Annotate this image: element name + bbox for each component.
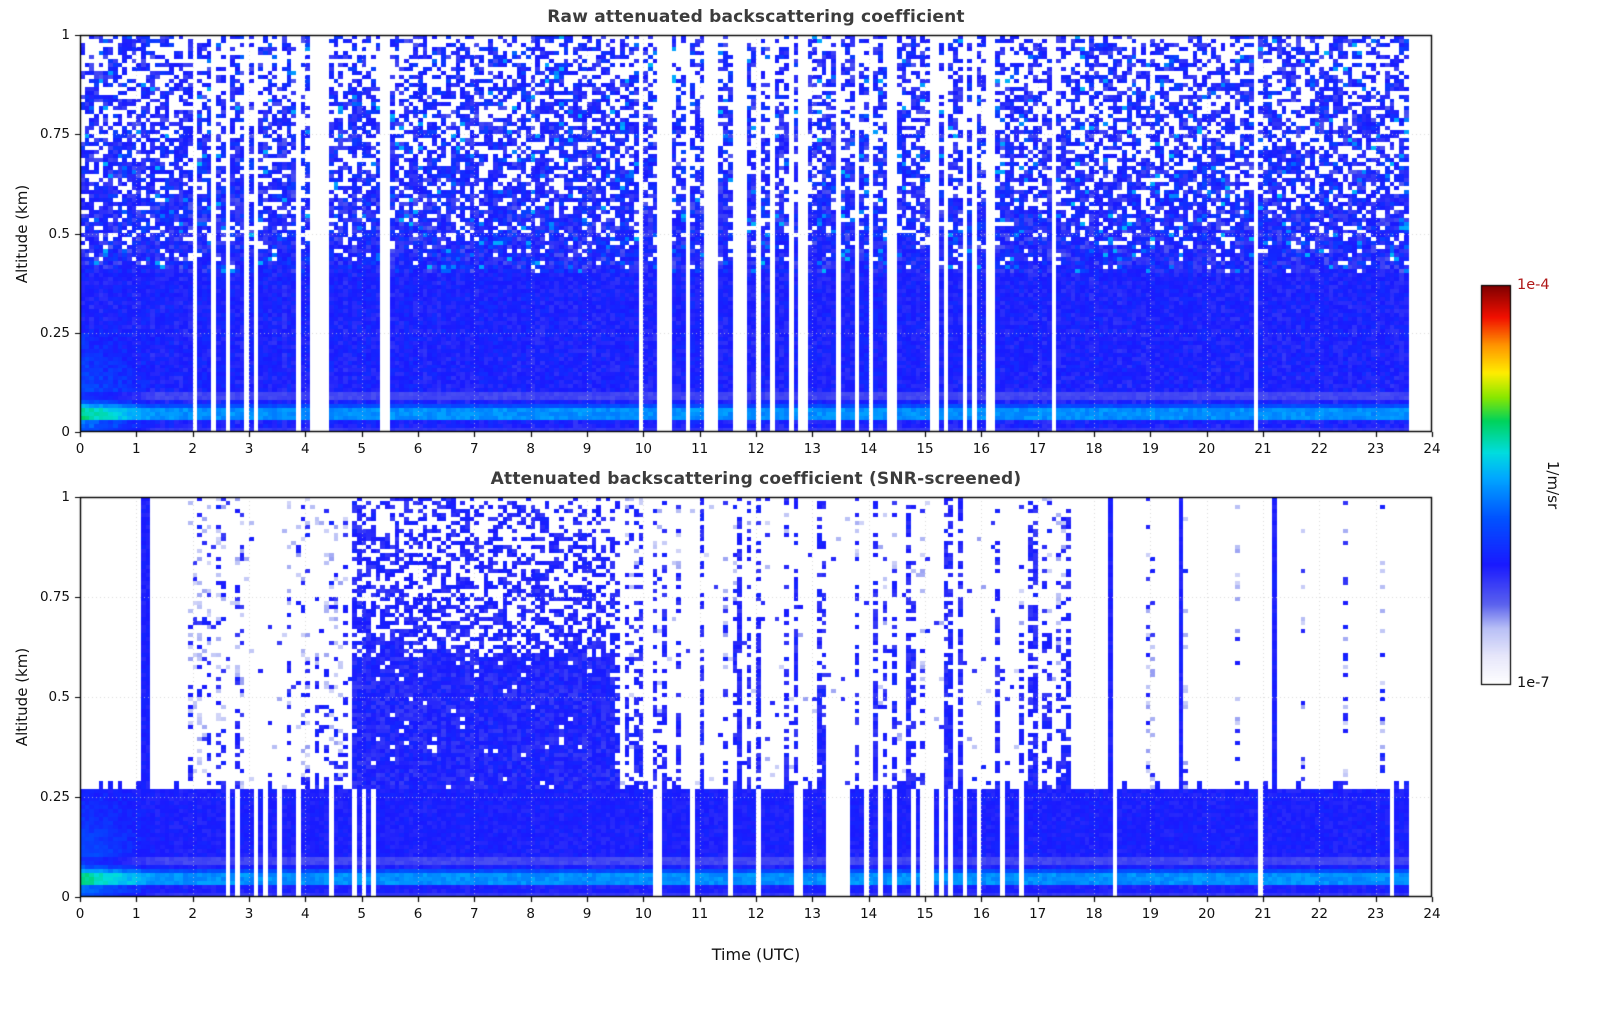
x-tick-label: 2 (188, 441, 197, 457)
x-tick-label: 18 (1085, 906, 1103, 922)
x-tick-label: 9 (582, 906, 592, 922)
screened-heatmap-canvas (72, 489, 1440, 905)
colorbar-canvas (1473, 277, 1519, 693)
x-tick-label: 24 (1423, 906, 1441, 922)
x-tick-label: 14 (860, 906, 878, 922)
y-tick-label: 0.25 (39, 789, 70, 805)
x-tick-label: 15 (916, 906, 934, 922)
x-tick-label: 17 (1029, 441, 1047, 457)
x-tick-label: 13 (803, 906, 821, 922)
x-tick-label: 16 (972, 906, 990, 922)
x-tick-label: 12 (747, 906, 765, 922)
colorbar-unit-label: 1/m/sr (1544, 460, 1562, 510)
x-tick-label: 20 (1198, 441, 1216, 457)
x-tick-label: 12 (747, 441, 765, 457)
x-tick-label: 1 (132, 441, 141, 457)
x-tick-label: 9 (582, 441, 592, 457)
x-tick-label: 16 (972, 441, 990, 457)
x-tick-label: 23 (1367, 906, 1385, 922)
x-tick-label: 22 (1310, 441, 1328, 457)
panel2-title: Attenuated backscattering coefficient (S… (490, 469, 1022, 489)
y-tick-label: 1 (61, 27, 70, 43)
panel1-y-axis-label: Altitude (km) (13, 184, 31, 283)
x-tick-label: 7 (470, 441, 479, 457)
x-tick-label: 8 (526, 906, 535, 922)
x-tick-label: 19 (1141, 906, 1159, 922)
x-tick-label: 11 (691, 441, 709, 457)
x-tick-label: 20 (1198, 906, 1216, 922)
y-tick-label: 0.25 (39, 324, 70, 341)
y-tick-label: 1 (61, 489, 70, 505)
x-tick-label: 10 (634, 906, 652, 922)
y-tick-label: 0 (61, 424, 70, 440)
x-tick-label: 5 (357, 906, 366, 922)
y-tick-label: 0 (61, 889, 70, 905)
raw-heatmap-canvas (72, 27, 1440, 440)
panel2-y-axis-label: Altitude (km) (13, 647, 31, 747)
x-tick-label: 19 (1141, 441, 1159, 457)
y-tick-label: 0.75 (39, 126, 70, 143)
x-axis-label: Time (UTC) (711, 945, 801, 964)
x-tick-label: 6 (413, 906, 423, 922)
x-tick-label: 11 (691, 906, 709, 922)
x-tick-label: 1 (132, 906, 141, 922)
x-tick-label: 4 (301, 441, 310, 457)
x-tick-label: 22 (1310, 906, 1328, 922)
x-tick-label: 17 (1029, 906, 1047, 922)
x-tick-label: 18 (1085, 441, 1103, 457)
x-tick-label: 3 (244, 906, 254, 922)
x-tick-label: 3 (244, 441, 254, 457)
x-tick-label: 7 (470, 906, 479, 922)
y-tick-label: 0.5 (48, 689, 70, 705)
x-tick-label: 2 (188, 906, 197, 922)
x-tick-label: 10 (634, 441, 652, 457)
x-tick-label: 15 (916, 441, 934, 457)
y-tick-label: 0.75 (39, 589, 70, 605)
colorbar-min-label: 1e-7 (1517, 675, 1550, 691)
x-tick-label: 21 (1254, 906, 1272, 922)
x-tick-label: 0 (75, 906, 85, 922)
colorbar-max-label: 1e-4 (1517, 277, 1550, 293)
x-tick-label: 23 (1367, 441, 1385, 457)
x-tick-label: 24 (1423, 441, 1441, 457)
x-tick-label: 4 (301, 906, 310, 922)
x-tick-label: 0 (75, 441, 85, 457)
y-tick-label: 0.5 (48, 225, 70, 242)
x-tick-label: 8 (526, 441, 535, 457)
x-tick-label: 21 (1254, 441, 1272, 457)
x-tick-label: 14 (860, 441, 878, 457)
x-tick-label: 6 (413, 441, 423, 457)
panel1-title: Raw attenuated backscattering coefficien… (547, 7, 965, 27)
x-tick-label: 5 (357, 441, 366, 457)
x-tick-label: 13 (803, 441, 821, 457)
